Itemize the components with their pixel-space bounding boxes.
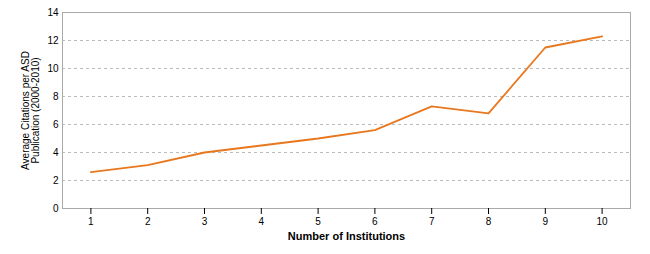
svg-text:7: 7 — [429, 216, 435, 227]
svg-text:8: 8 — [486, 216, 492, 227]
svg-text:6: 6 — [372, 216, 378, 227]
svg-text:12: 12 — [47, 35, 59, 46]
svg-text:2: 2 — [145, 216, 151, 227]
svg-text:10: 10 — [47, 63, 59, 74]
svg-text:Number of Institutions: Number of Institutions — [288, 230, 405, 242]
svg-text:2: 2 — [53, 175, 59, 186]
svg-text:6: 6 — [53, 119, 59, 130]
svg-text:1: 1 — [88, 216, 94, 227]
svg-text:4: 4 — [53, 147, 59, 158]
svg-text:4: 4 — [259, 216, 265, 227]
svg-text:14: 14 — [47, 7, 59, 18]
svg-text:9: 9 — [543, 216, 549, 227]
svg-text:5: 5 — [315, 216, 321, 227]
svg-text:0: 0 — [53, 203, 59, 214]
svg-text:3: 3 — [202, 216, 208, 227]
svg-text:Average Citations per ASDPubli: Average Citations per ASDPublication (20… — [20, 51, 41, 170]
svg-text:8: 8 — [53, 91, 59, 102]
svg-text:10: 10 — [597, 216, 609, 227]
